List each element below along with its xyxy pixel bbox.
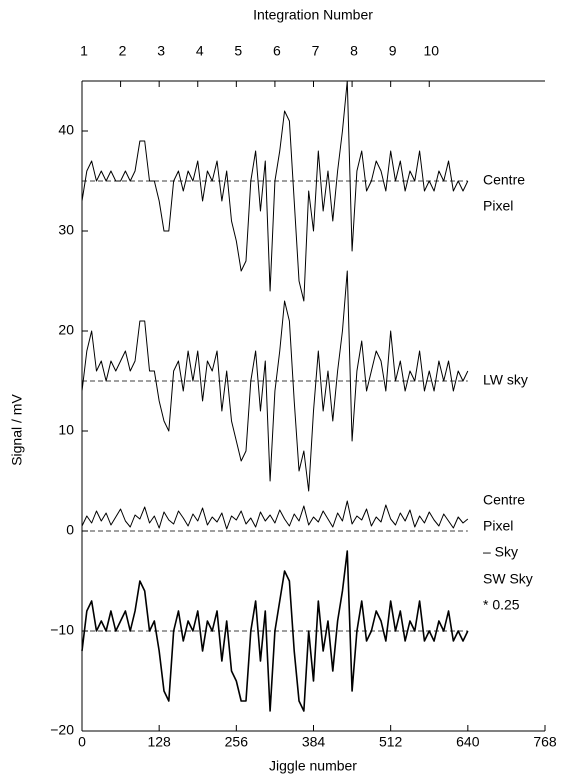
top-tick-label: 2: [119, 43, 127, 59]
x-tick-label: 384: [302, 734, 326, 750]
x-tick-label: 512: [379, 734, 403, 750]
series-label: Pixel: [483, 198, 513, 214]
top-tick-label: 8: [350, 43, 358, 59]
series-label: SW Sky: [483, 571, 533, 587]
series-label: Centre: [483, 172, 525, 188]
top-tick-label: 3: [157, 43, 165, 59]
top-tick-label: 5: [234, 43, 242, 59]
x-axis-title: Jiggle number: [269, 758, 357, 774]
y-tick-label: 20: [58, 322, 74, 338]
y-tick-label: −20: [50, 722, 74, 738]
series-line: [81, 500, 469, 530]
x-tick-label: 640: [456, 734, 480, 750]
y-tick-label: 10: [58, 422, 74, 438]
y-tick-label: 40: [58, 122, 74, 138]
series-label: LW sky: [483, 372, 528, 388]
top-tick-label: 6: [273, 43, 281, 59]
y-tick-label: 0: [66, 522, 74, 538]
top-tick-label: 7: [312, 43, 320, 59]
series-label: * 0.25: [483, 597, 520, 613]
y-axis-title: Signal / mV: [9, 394, 25, 466]
series-line: [81, 550, 469, 712]
top-axis-title: Integration Number: [253, 7, 373, 23]
series-label: – Sky: [483, 544, 518, 560]
top-tick-label: 1: [80, 43, 88, 59]
series-label: Pixel: [483, 518, 513, 534]
y-tick-label: −10: [50, 622, 74, 638]
y-tick-label: 30: [58, 222, 74, 238]
top-tick-label: 10: [423, 43, 439, 59]
top-tick-label: 9: [389, 43, 397, 59]
x-tick-label: 0: [78, 734, 86, 750]
series-line: [81, 270, 469, 492]
x-tick-label: 256: [225, 734, 249, 750]
series-line: [81, 80, 469, 302]
top-tick-label: 4: [196, 43, 204, 59]
x-tick-label: 768: [533, 734, 557, 750]
x-tick-label: 128: [147, 734, 171, 750]
series-label: Centre: [483, 492, 525, 508]
